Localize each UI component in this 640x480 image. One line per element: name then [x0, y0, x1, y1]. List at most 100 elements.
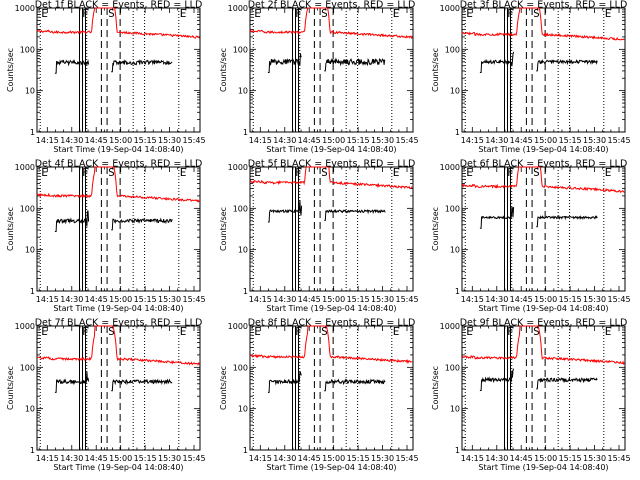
y-tick-label: 1000	[440, 4, 460, 13]
plot-frame	[461, 7, 626, 133]
x-tick-label: 14:30	[60, 136, 83, 145]
marker-label: F	[82, 7, 89, 20]
marker-label: E	[254, 7, 261, 20]
x-tick-label: 15:00	[322, 454, 345, 463]
series-events-line	[536, 58, 598, 72]
series-events-line	[479, 206, 515, 229]
y-tick-label: 1	[30, 287, 35, 296]
marker-label: E	[41, 325, 48, 338]
y-tick-label: 100	[445, 363, 460, 372]
series-events-line	[536, 376, 598, 390]
plot-frame	[36, 166, 201, 292]
x-tick-label: 14:45	[510, 136, 533, 145]
marker-label: S	[533, 166, 540, 179]
marker-label: F	[82, 325, 89, 338]
x-tick-label: 14:30	[485, 136, 508, 145]
y-tick-label: 100	[233, 363, 248, 372]
x-tick-label: 15:30	[371, 136, 394, 145]
y-tick-label: 1000	[228, 163, 248, 172]
y-axis-label: Counts/sec	[431, 207, 440, 251]
x-tick-label: 14:15	[36, 295, 59, 304]
marker-label: E	[605, 325, 612, 338]
x-tick-label: 14:30	[60, 295, 83, 304]
x-axis-label: Start Time (19-Sep-04 14:08:40)	[478, 463, 608, 472]
x-tick-label: 15:30	[583, 454, 606, 463]
x-tick-label: 14:45	[298, 295, 321, 304]
x-tick-label: 15:15	[559, 295, 582, 304]
plot-frame	[249, 166, 414, 292]
x-tick-label: 14:45	[298, 454, 321, 463]
x-tick-label: 14:30	[273, 136, 296, 145]
panel-5: Det 5f BLACK = Events, RED = LLD 1 10 100 10…	[219, 159, 419, 314]
plot-frame	[249, 325, 414, 451]
y-tick-label: 1000	[15, 322, 35, 331]
marker-label: F	[295, 325, 302, 338]
y-tick-label: 1	[455, 446, 460, 455]
marker-label: E	[466, 325, 473, 338]
series-events-line	[267, 371, 302, 393]
marker-label: S	[321, 325, 328, 338]
y-tick-label: 1000	[440, 163, 460, 172]
marker-label: E	[254, 166, 261, 179]
series-events-line	[111, 217, 173, 231]
series-lld-line	[36, 7, 200, 39]
x-tick-label: 15:30	[583, 295, 606, 304]
x-tick-label: 15:45	[395, 295, 418, 304]
marker-label: F	[295, 7, 302, 20]
panel-title: Det 1f BLACK = Events, RED = LLD	[35, 0, 203, 11]
y-axis-label: Counts/sec	[219, 366, 228, 410]
marker-label: E	[41, 7, 48, 20]
panel-title: Det 9f BLACK = Events, RED = LLD	[460, 318, 628, 329]
y-tick-label: 10	[450, 87, 460, 96]
panel-title: Det 5f BLACK = Events, RED = LLD	[248, 159, 416, 170]
marker-label: S	[108, 325, 115, 338]
x-tick-label: 14:45	[510, 454, 533, 463]
marker-label: E	[605, 7, 612, 20]
x-tick-label: 14:45	[510, 295, 533, 304]
plot-frame	[461, 166, 626, 292]
series-events-line	[324, 208, 386, 221]
x-tick-label: 15:30	[158, 454, 181, 463]
marker-label: F	[507, 166, 514, 179]
marker-label: S	[321, 7, 328, 20]
y-tick-label: 100	[445, 45, 460, 54]
x-tick-label: 15:00	[534, 295, 557, 304]
marker-label: E	[393, 325, 400, 338]
y-tick-label: 100	[233, 204, 248, 213]
y-tick-label: 100	[20, 45, 35, 54]
series-events-line	[54, 371, 90, 393]
y-tick-label: 10	[25, 405, 35, 414]
series-lld-line	[249, 7, 413, 39]
series-events-line	[54, 210, 90, 232]
series-lld-line	[461, 7, 625, 41]
x-tick-label: 14:15	[461, 136, 484, 145]
y-tick-label: 1000	[228, 322, 248, 331]
y-axis-label: Counts/sec	[6, 366, 15, 410]
y-tick-label: 1	[30, 446, 35, 455]
series-events-line	[479, 368, 515, 391]
panel-4: Det 4f BLACK = Events, RED = LLD 1 10 100 10…	[6, 159, 206, 314]
marker-label: F	[295, 166, 302, 179]
marker-label: E	[180, 7, 187, 20]
y-axis-label: Counts/sec	[431, 366, 440, 410]
marker-label: E	[393, 7, 400, 20]
y-tick-label: 10	[238, 246, 248, 255]
x-tick-label: 15:15	[347, 136, 370, 145]
marker-label: S	[108, 166, 115, 179]
marker-label: E	[41, 166, 48, 179]
series-lld-line	[462, 325, 625, 366]
x-tick-label: 15:15	[134, 454, 157, 463]
panel-3: Det 3f BLACK = Events, RED = LLD 1 10 100 10…	[431, 0, 631, 154]
y-axis-label: Counts/sec	[219, 48, 228, 92]
y-tick-label: 1	[243, 128, 248, 137]
x-tick-label: 15:15	[347, 454, 370, 463]
series-events-line	[111, 58, 173, 73]
series-lld-line	[249, 166, 413, 190]
x-tick-label: 15:15	[134, 295, 157, 304]
x-tick-label: 14:45	[85, 136, 108, 145]
panel-title: Det 3f BLACK = Events, RED = LLD	[460, 0, 628, 11]
x-axis-label: Start Time (19-Sep-04 14:08:40)	[266, 145, 396, 154]
marker-label: E	[180, 166, 187, 179]
x-tick-label: 15:45	[607, 295, 630, 304]
